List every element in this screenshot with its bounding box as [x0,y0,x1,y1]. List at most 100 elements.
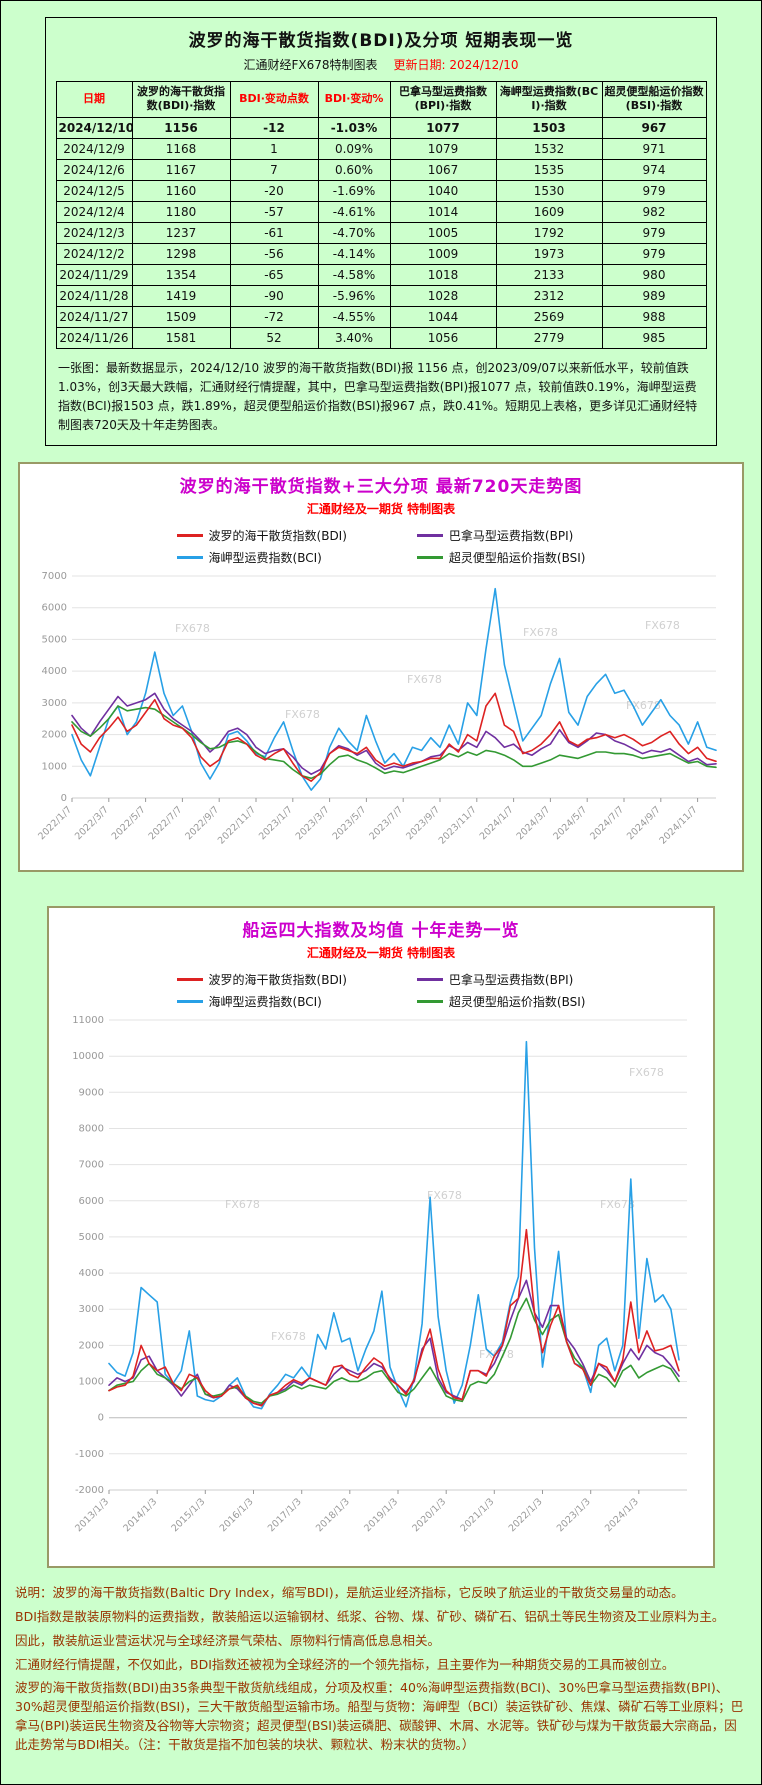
table-cell: 1503 [495,116,603,139]
svg-text:2023/11/7: 2023/11/7 [437,805,479,847]
table-cell: 1419 [131,284,231,307]
table-cell: 967 [601,116,707,139]
column-header: 巴拿马型运费指数(BPI)·指数 [389,81,497,118]
legend-item: 海岬型运费指数(BCI) [176,993,347,1010]
svg-text:2024/11/7: 2024/11/7 [657,805,699,847]
table-cell: 971 [601,137,707,160]
svg-text:4000: 4000 [79,1268,104,1279]
svg-text:2024/3/7: 2024/3/7 [515,805,553,843]
table-cell: 988 [601,305,707,328]
svg-text:2017/1/3: 2017/1/3 [266,1497,304,1535]
table-cell: 1079 [389,137,497,160]
footer-line: BDI指数是散装原物料的运费指数，散装船运以运输钢材、纸浆、谷物、煤、矿砂、磷矿… [15,1609,725,1625]
table-cell: 2024/12/10 [55,116,133,139]
legend-label: 超灵便型船运价指数(BSI) [448,551,586,566]
svg-text:2022/9/7: 2022/9/7 [183,805,221,843]
table-row: 2024/11/27 1509 -72 -4.55% 1044 2569 988 [55,305,707,328]
table-cell: -57 [229,200,319,223]
legend-item: 巴拿马型运费指数(BPI) [416,527,586,544]
bdi-table-section: 波罗的海干散货指数(BDI)及分项 短期表现一览 汇通财经FX678特制图表 更新… [45,17,717,447]
table-cell: 1535 [495,158,603,181]
svg-text:FX678: FX678 [225,1198,260,1211]
table-cell: 1028 [389,284,497,307]
chart1-plot: 010002000300040005000600070002022/1/7202… [36,571,717,847]
table-cell: 1018 [389,263,497,286]
table-cell: 2024/12/3 [55,221,133,244]
table-cell: 1160 [131,179,231,202]
svg-text:2024/7/7: 2024/7/7 [588,805,626,843]
chart-10year-section: 船运四大指数及均值 十年走势一览 汇通财经及一期货 特制图表 波罗的海干散货指数… [47,906,715,1569]
svg-text:FX678: FX678 [600,1198,635,1211]
table-cell: 979 [601,221,707,244]
table-cell: 3.40% [317,326,391,349]
table-cell: 1237 [131,221,231,244]
table-cell: 974 [601,158,707,181]
legend-label: 海岬型运费指数(BCI) [208,551,322,566]
legend-item: 波罗的海干散货指数(BDI) [176,971,347,988]
table-cell: -20 [229,179,319,202]
table-cell: 1532 [495,137,603,160]
table-cell: -65 [229,263,319,286]
table-cell: 989 [601,284,707,307]
footer-line: 说明：波罗的海干散货指数(Baltic Dry Index，缩写BDI)，是航运… [15,1585,684,1601]
table-cell: 1354 [131,263,231,286]
table-cell: 0.09% [317,137,391,160]
table-cell: -1.03% [317,116,391,139]
legend-label: 波罗的海干散货指数(BDI) [208,973,347,988]
legend-label: 巴拿马型运费指数(BPI) [448,529,574,544]
svg-text:FX678: FX678 [427,1189,462,1202]
svg-text:2023/9/7: 2023/9/7 [404,805,442,843]
svg-text:2018/1/3: 2018/1/3 [314,1497,352,1535]
chart2-plot: -2000 -1000 0 1000 2000 3000 4000 5000 6000 7000 8… [72,1015,687,1535]
table-cell: -90 [229,284,319,307]
chart2-subtitle: 汇通财经及一期货 特制图表 [306,946,456,961]
table-cell: 1 [229,137,319,160]
table-row: 2024/12/4 1180 -57 -4.61% 1014 1609 982 [55,200,707,223]
explanation-text: 说明：波罗的海干散货指数(Baltic Dry Index，缩写BDI)，是航运… [1,1568,761,1754]
svg-text:FX678: FX678 [645,619,680,632]
legend-label: 巴拿马型运费指数(BPI) [448,973,574,988]
legend-line-swatch [416,534,443,538]
table-cell: 2569 [495,305,603,328]
svg-text:2023/1/3: 2023/1/3 [555,1497,593,1535]
svg-text:2022/3/7: 2022/3/7 [73,805,111,843]
svg-text:2000: 2000 [79,1341,104,1352]
table-cell: 52 [229,326,319,349]
svg-text:FX678: FX678 [285,708,320,721]
legend-item: 海岬型运费指数(BCI) [176,549,347,566]
svg-text:FX678: FX678 [523,626,558,639]
table-row: 2024/12/6 1167 7 0.60% 1067 1535 974 [55,158,707,181]
table-cell: 7 [229,158,319,181]
table-row: 2024/12/10 1156 -12 -1.03% 1077 1503 967 [55,116,707,139]
table-cell: 1044 [389,305,497,328]
table-cell: 1167 [131,158,231,181]
svg-text:2024/1/3: 2024/1/3 [603,1497,641,1535]
svg-text:5000: 5000 [42,635,67,646]
table-cell: 979 [601,242,707,265]
table-cell: 982 [601,200,707,223]
svg-text:2022/1/3: 2022/1/3 [507,1497,545,1535]
table-header-row: 日期 波罗的海干散货指数(BDI)·指数 BDI·变动点数 BDI·变动% 巴拿马型运费… [55,81,707,118]
table-cell: 1077 [389,116,497,139]
table-cell: -56 [229,242,319,265]
svg-text:FX678: FX678 [407,673,442,686]
table-cell: 2133 [495,263,603,286]
table-row: 2024/12/3 1237 -61 -4.70% 1005 1792 979 [55,221,707,244]
table-cell: 2024/11/28 [55,284,133,307]
svg-text:7000: 7000 [42,571,67,582]
svg-text:8000: 8000 [79,1124,104,1135]
table-row: 2024/11/29 1354 -65 -4.58% 1018 2133 980 [55,263,707,286]
svg-text:-1000: -1000 [75,1449,104,1460]
table-title: 波罗的海干散货指数(BDI)及分项 短期表现一览 [188,31,574,51]
table-cell: 2024/11/26 [55,326,133,349]
table-cell: 1014 [389,200,497,223]
svg-text:FX678: FX678 [629,1066,664,1079]
table-cell: 2024/12/6 [55,158,133,181]
svg-text:2013/1/3: 2013/1/3 [73,1497,111,1535]
legend-line-swatch [176,534,203,538]
table-cell: 1040 [389,179,497,202]
svg-text:FX678: FX678 [271,1330,306,1343]
chart1-title: 波罗的海干散货指数+三大分项 最新720天走势图 [179,477,583,498]
table-cell: 1298 [131,242,231,265]
svg-text:9000: 9000 [79,1088,104,1099]
